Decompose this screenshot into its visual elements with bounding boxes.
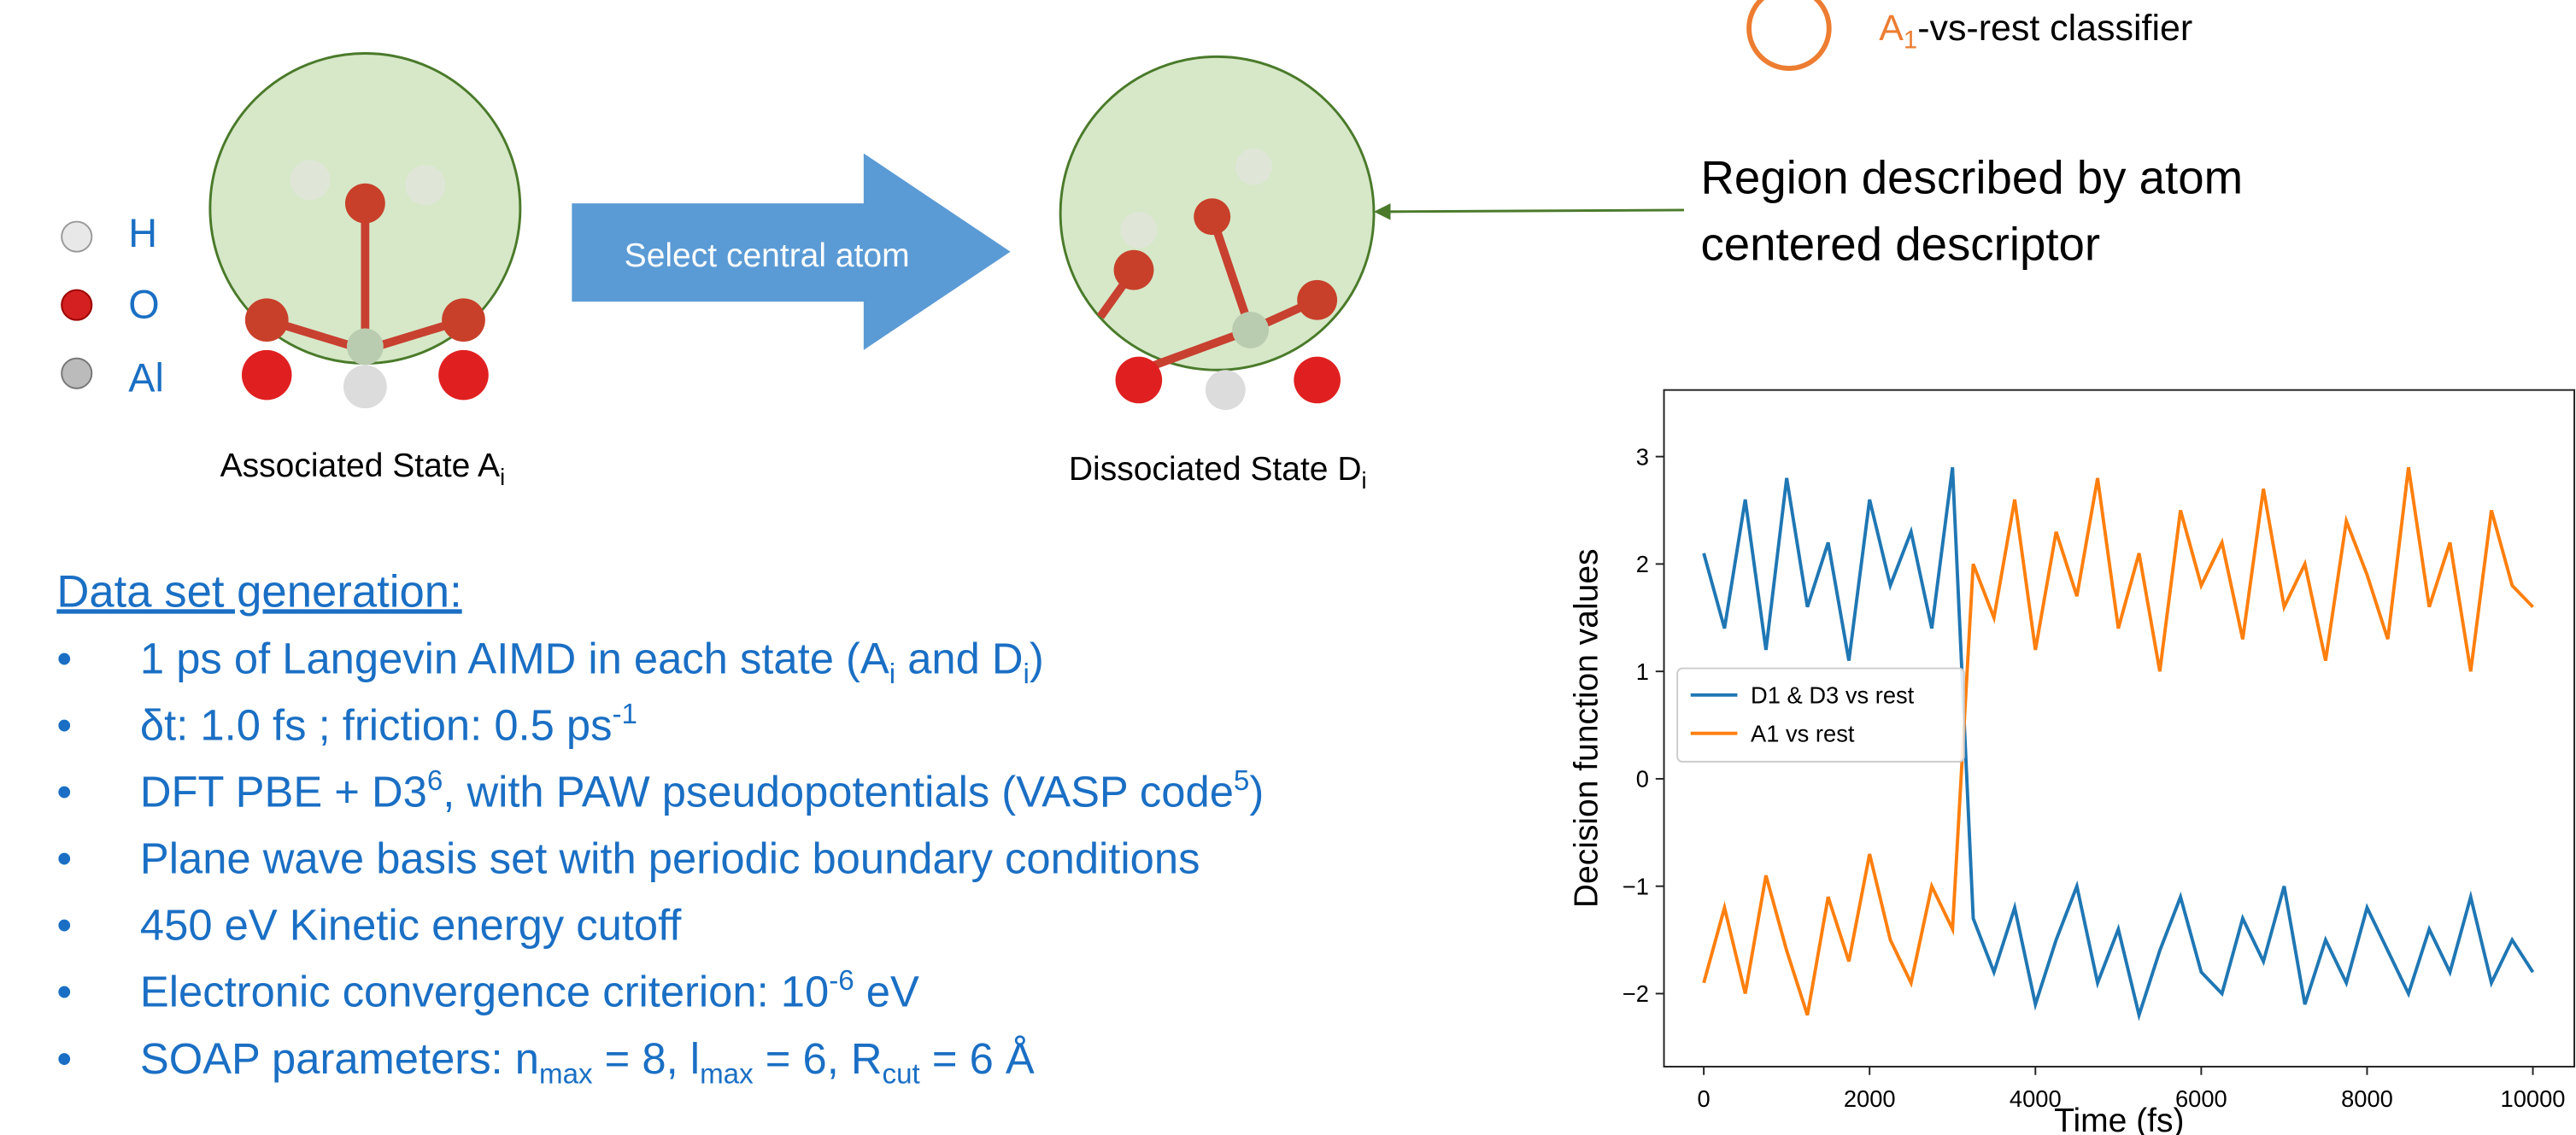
bullet: DFT PBE + D36, with PAW pseudopotentials… bbox=[140, 765, 1264, 816]
text: δt: 1.0 fs ; friction: 0.5 ps bbox=[140, 700, 613, 749]
bullet: Electronic convergence criterion: 10-6 e… bbox=[140, 965, 919, 1016]
region-note: Region described by atom bbox=[1700, 151, 2243, 203]
x-tick-label: 8000 bbox=[2341, 1085, 2393, 1112]
pointer-head bbox=[1374, 203, 1391, 220]
text: ) bbox=[1030, 634, 1044, 682]
bullet: SOAP parameters: nmax = 8, lmax = 6, Rcu… bbox=[140, 1034, 1035, 1091]
bullet: Plane wave basis set with periodic bound… bbox=[140, 834, 1200, 883]
subscript: 1 bbox=[1904, 27, 1917, 55]
superscript: 6 bbox=[427, 765, 443, 797]
pointer-line bbox=[1388, 210, 1684, 212]
text: Dissociated State D bbox=[1069, 451, 1362, 488]
y-tick-label: 3 bbox=[1636, 443, 1649, 470]
text: Associated State A bbox=[220, 448, 501, 484]
atom-label: O bbox=[128, 283, 159, 327]
classifier-label: A1-vs-rest classifier bbox=[1879, 8, 2192, 55]
atom-label: H bbox=[128, 211, 157, 255]
heading: Data set generation: bbox=[56, 566, 461, 617]
subscript: max bbox=[700, 1058, 754, 1090]
bullet-symbol: • bbox=[56, 901, 72, 950]
x-axis-label: Time (fs) bbox=[2054, 1103, 2184, 1135]
text: DFT PBE + D3 bbox=[140, 768, 427, 816]
text: Electronic convergence criterion: 10 bbox=[140, 968, 829, 1016]
caption: Associated State Ai bbox=[220, 448, 506, 490]
y-tick-label: 0 bbox=[1636, 766, 1649, 793]
bullet-symbol: • bbox=[56, 968, 72, 1016]
subscript: i bbox=[500, 464, 505, 490]
subscript: i bbox=[1362, 467, 1367, 494]
al-ball bbox=[62, 359, 91, 389]
subscript: cut bbox=[883, 1058, 920, 1090]
text: -vs-rest classifier bbox=[1917, 8, 2192, 49]
bullet-symbol: • bbox=[56, 700, 72, 749]
text: = 6, R bbox=[754, 1034, 883, 1083]
text: 1 ps of Langevin AIMD in each state (A bbox=[140, 634, 889, 682]
text: eV bbox=[854, 968, 919, 1016]
bullet-symbol: • bbox=[56, 834, 72, 883]
o-ball bbox=[62, 290, 91, 320]
bullet-symbol: • bbox=[56, 1034, 72, 1083]
x-tick-label: 0 bbox=[1698, 1085, 1710, 1112]
y-axis-label: Decision function values bbox=[1568, 548, 1605, 908]
caption: Dissociated State Di bbox=[1069, 451, 1367, 494]
y-tick-label: 2 bbox=[1636, 551, 1649, 577]
subscript: i bbox=[889, 658, 895, 690]
slide: A1-vs-rest classifier H O Al Associated … bbox=[0, 0, 2576, 1135]
x-tick-label: 2000 bbox=[1844, 1085, 1896, 1112]
dissociated-structure bbox=[1060, 56, 1374, 410]
legend-label: A1 vs rest bbox=[1751, 720, 1855, 746]
bullet: δt: 1.0 fs ; friction: 0.5 ps-1 bbox=[140, 699, 637, 750]
atom-legend: H O Al bbox=[62, 211, 164, 401]
superscript: 5 bbox=[1234, 765, 1249, 797]
y-tick-label: −2 bbox=[1622, 980, 1649, 1007]
text: SOAP parameters: n bbox=[140, 1034, 539, 1083]
text: = 8, l bbox=[593, 1034, 700, 1083]
arrow-label: Select central atom bbox=[625, 237, 910, 274]
region-note: centered descriptor bbox=[1700, 218, 2100, 270]
bullet-list: • 1 ps of Langevin AIMD in each state (A… bbox=[56, 634, 1264, 1090]
legend-label: D1 & D3 vs rest bbox=[1751, 682, 1915, 709]
h-ball bbox=[62, 222, 91, 252]
subscript: max bbox=[539, 1058, 593, 1090]
superscript: -1 bbox=[612, 699, 637, 730]
text: and D bbox=[895, 634, 1023, 682]
y-tick-label: 1 bbox=[1636, 658, 1649, 685]
bullet: 1 ps of Langevin AIMD in each state (Ai … bbox=[140, 634, 1044, 690]
x-tick-label: 10000 bbox=[2501, 1085, 2566, 1112]
bullet: 450 eV Kinetic energy cutoff bbox=[140, 901, 682, 950]
page: A1-vs-rest classifier H O Al Associated … bbox=[0, 0, 2576, 1135]
associated-structure bbox=[210, 53, 520, 408]
superscript: -6 bbox=[829, 965, 854, 997]
text: A bbox=[1879, 8, 1904, 49]
y-tick-label: −1 bbox=[1622, 873, 1649, 899]
text: , with PAW pseudopotentials (VASP code bbox=[443, 768, 1234, 816]
classifier-circle bbox=[1749, 0, 1829, 68]
bullet-symbol: • bbox=[56, 768, 72, 816]
text: ) bbox=[1249, 768, 1264, 816]
atom-label: Al bbox=[128, 356, 164, 401]
subscript: i bbox=[1024, 658, 1030, 690]
bullet-symbol: • bbox=[56, 634, 72, 682]
text: = 6 Å bbox=[920, 1034, 1035, 1083]
